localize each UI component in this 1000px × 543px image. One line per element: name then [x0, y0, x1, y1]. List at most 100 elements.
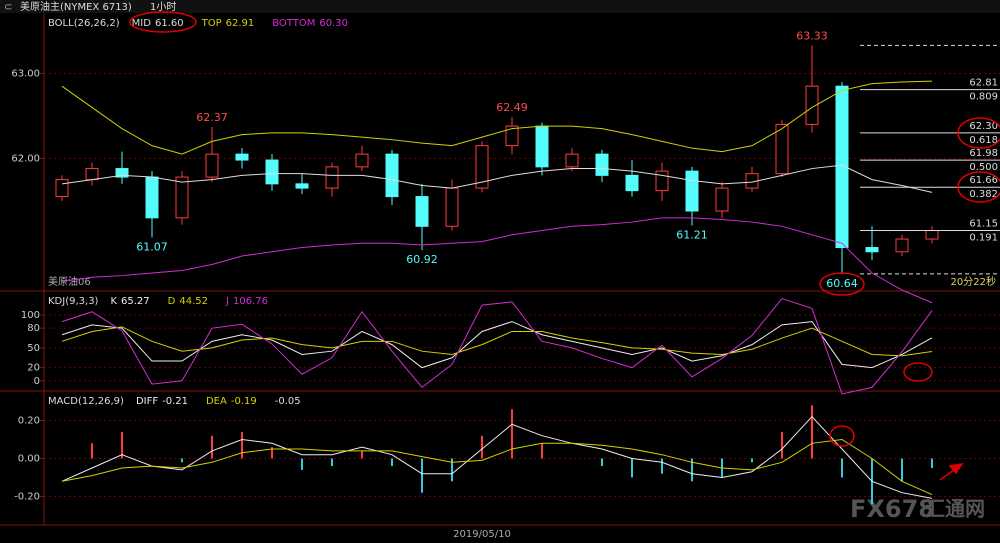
- y-tick-label: 20: [27, 363, 40, 374]
- candle-body: [295, 183, 309, 189]
- candle-body: [805, 85, 819, 125]
- watermark: FX678: [850, 495, 935, 523]
- fib-price: 62.81: [969, 78, 998, 89]
- indicator-line: [61, 321, 933, 369]
- highlight-ellipse: [129, 11, 197, 33]
- candle-body: [265, 159, 279, 185]
- highlight-ellipse: [957, 117, 1000, 149]
- legend-value: -0.21: [162, 396, 188, 407]
- highlights: [129, 11, 1000, 481]
- legend-value: 61.60: [155, 18, 184, 29]
- fib-ratio: 0.618: [969, 135, 998, 146]
- indicator-line: [61, 164, 933, 193]
- y-tick-label: 0.20: [18, 416, 40, 427]
- candle-body: [655, 170, 669, 192]
- candle-body: [565, 153, 579, 168]
- legend-value: -0.19: [231, 396, 257, 407]
- candle-body: [325, 166, 339, 189]
- candle-body: [895, 238, 909, 253]
- legend-name: TOP: [201, 18, 222, 29]
- fib-ratio: 0.500: [969, 162, 998, 173]
- indicator-line: [61, 80, 933, 155]
- indicator-label: KDJ(9,3,3): [48, 296, 99, 307]
- candle-body: [85, 168, 99, 181]
- candle-body: [865, 247, 879, 253]
- candle-body: [385, 153, 399, 198]
- marks: 62.00 63.00 BOLL(26,26,2) MID 61.60 TOP 62.91 B…: [11, 18, 1000, 540]
- x-tick-label: 2019/05/10: [453, 529, 511, 540]
- legend-name: DIFF: [136, 396, 158, 407]
- y-tick-label: 80: [27, 323, 40, 334]
- price-annotation: 61.21: [676, 228, 708, 241]
- legend-value: 60.30: [319, 18, 348, 29]
- bar-timer: 20分22秒: [951, 275, 996, 288]
- candle-body: [685, 170, 699, 212]
- candle-body: [475, 145, 489, 189]
- price-annotation: 61.07: [136, 240, 168, 253]
- y-tick-label: 0.00: [18, 454, 40, 465]
- indicator-line: [61, 297, 933, 395]
- candle-body: [595, 153, 609, 176]
- header-bar: [0, 0, 1000, 13]
- legend-value: 106.76: [233, 296, 268, 307]
- legend-name: DEA: [206, 396, 227, 407]
- fib-ratio: 0.191: [969, 233, 998, 244]
- y-tick-label: -0.20: [14, 492, 40, 503]
- price-annotation: 63.33: [796, 29, 828, 42]
- legend-value: -0.05: [275, 396, 301, 407]
- legend-name: K: [110, 296, 117, 307]
- candle-body: [415, 196, 429, 227]
- indicator-line: [61, 415, 933, 499]
- candle-body: [835, 85, 849, 249]
- legend-name: BOTTOM: [272, 18, 315, 29]
- candle-body: [205, 153, 219, 178]
- candle-body: [145, 176, 159, 219]
- indicator-label: MACD(12,26,9): [48, 396, 124, 407]
- instrument-title: 美原油主(NYMEX 6713): [20, 0, 132, 13]
- highlight-ellipse: [903, 362, 933, 382]
- candle-body: [925, 230, 939, 240]
- arrow-head: [948, 462, 964, 475]
- legend-value: 65.27: [121, 296, 150, 307]
- back-icon[interactable]: ⊂: [4, 2, 12, 13]
- legend-name: J: [225, 296, 229, 307]
- fib-price: 61.66: [969, 175, 998, 186]
- indicator-line: [61, 326, 933, 357]
- candle-body: [355, 153, 369, 168]
- period[interactable]: 1小时: [150, 1, 176, 13]
- y-tick-label: 100: [21, 310, 40, 321]
- price-annotation: 60.64: [826, 277, 858, 290]
- contract-label: 美原油06: [48, 275, 91, 288]
- legend-value: 62.91: [226, 18, 255, 29]
- candle-body: [505, 125, 519, 147]
- legend-name: MID: [132, 18, 152, 29]
- price-annotation: 60.92: [406, 253, 438, 266]
- y-tick-label: 63.00: [11, 68, 40, 79]
- candle-body: [235, 153, 249, 161]
- highlight-ellipse: [819, 272, 865, 296]
- fib-price: 61.98: [969, 148, 998, 159]
- watermark: 汇通网: [925, 497, 985, 521]
- fib-price: 62.30: [969, 121, 998, 132]
- price-annotation: 62.37: [196, 111, 228, 124]
- candle-body: [775, 123, 789, 175]
- candle-body: [535, 125, 549, 168]
- indicator-label: BOLL(26,26,2): [48, 18, 120, 29]
- legend-name: D: [168, 296, 176, 307]
- candle-body: [115, 168, 129, 178]
- candle-body: [625, 174, 639, 192]
- indicator-line: [61, 217, 933, 304]
- highlight-ellipse: [957, 171, 1000, 203]
- highlight-ellipse: [829, 425, 855, 447]
- fib-price: 61.15: [969, 219, 998, 230]
- legend-value: 44.52: [179, 296, 208, 307]
- candle-body: [175, 176, 189, 219]
- fib-ratio: 0.382: [969, 189, 998, 200]
- candle-body: [445, 187, 459, 227]
- price-annotation: 62.49: [496, 101, 528, 114]
- y-tick-label: 62.00: [11, 153, 40, 164]
- candle-body: [715, 187, 729, 212]
- candle-body: [55, 179, 69, 198]
- y-tick-label: 0: [34, 376, 40, 387]
